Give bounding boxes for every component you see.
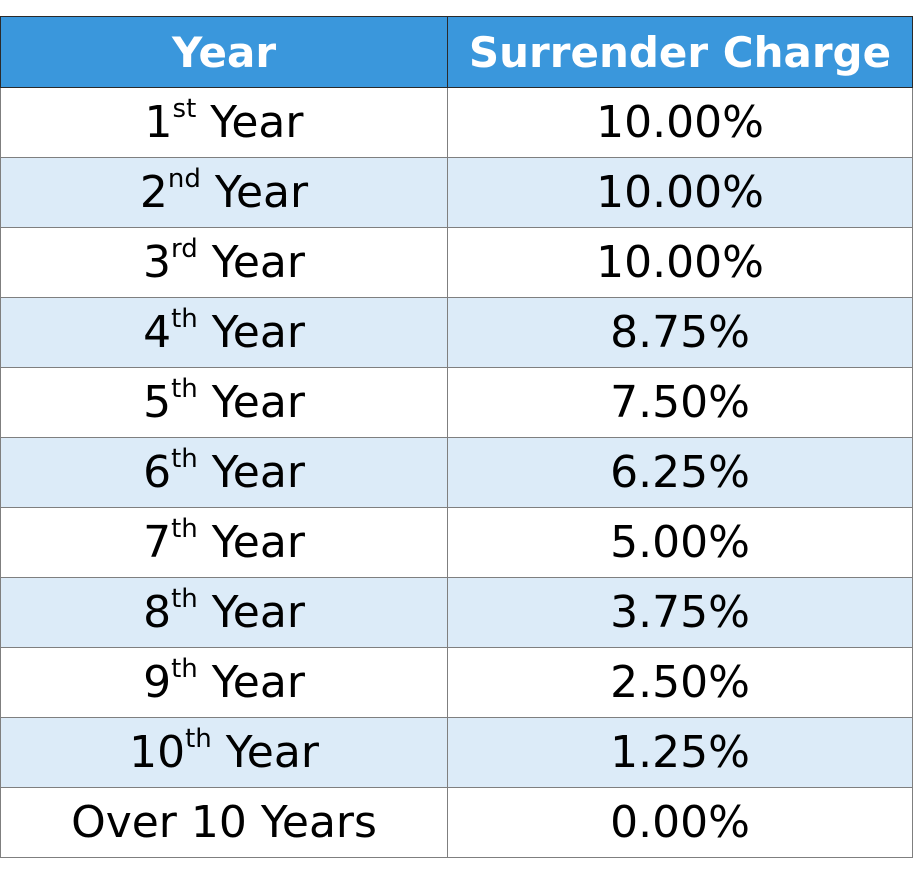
charge-cell: 10.00% [447,87,913,158]
year-number: 7 [143,517,172,568]
charge-cell: 5.00% [447,507,913,578]
year-label: Year [210,97,304,148]
year-cell: 4th Year [0,297,448,368]
year-cell: 7th Year [0,507,448,578]
surrender-charge-table: Year Surrender Charge 1st Year 10.00% 2n… [0,16,913,858]
ordinal-suffix: th [171,514,198,545]
charge-cell: 2.50% [447,647,913,718]
year-label: Year [211,587,305,638]
year-label: Year [211,237,305,288]
table-header-row: Year Surrender Charge [0,16,913,88]
table-row: 10th Year 1.25% [0,717,913,788]
year-label: Year [211,377,305,428]
table-row: 1st Year 10.00% [0,87,913,158]
year-cell: 10th Year [0,717,448,788]
ordinal-suffix: th [171,374,198,405]
charge-cell: 10.00% [447,227,913,298]
ordinal-suffix: th [171,444,198,475]
charge-cell: 3.75% [447,577,913,648]
table-row: 6th Year 6.25% [0,437,913,508]
year-label: Year [211,657,305,708]
year-cell: 9th Year [0,647,448,718]
year-cell: Over 10 Years [0,787,448,858]
ordinal-suffix: rd [171,234,198,265]
table-row: 4th Year 8.75% [0,297,913,368]
ordinal-suffix: th [171,654,198,685]
year-number: 2 [139,167,168,218]
year-cell: 5th Year [0,367,448,438]
year-label: Year [225,727,319,778]
year-number: 4 [143,307,172,358]
year-cell: 1st Year [0,87,448,158]
year-number: 1 [144,97,173,148]
charge-cell: 1.25% [447,717,913,788]
table-row: 2nd Year 10.00% [0,157,913,228]
ordinal-suffix: th [171,304,198,335]
year-number: 8 [143,587,172,638]
table-row: 7th Year 5.00% [0,507,913,578]
table-row: 8th Year 3.75% [0,577,913,648]
charge-cell: 0.00% [447,787,913,858]
charge-cell: 8.75% [447,297,913,368]
year-label: Year [211,307,305,358]
year-cell: 6th Year [0,437,448,508]
year-label: Year [211,447,305,498]
year-number: 9 [143,657,172,708]
year-cell: 2nd Year [0,157,448,228]
ordinal-suffix: th [185,724,212,755]
surrender-charge-column-header: Surrender Charge [447,16,913,88]
table-row: Over 10 Years 0.00% [0,787,913,858]
charge-cell: 10.00% [447,157,913,228]
year-label: Year [211,517,305,568]
year-cell: 8th Year [0,577,448,648]
charge-cell: 7.50% [447,367,913,438]
ordinal-suffix: th [171,584,198,615]
year-cell: 3rd Year [0,227,448,298]
year-column-header: Year [0,16,448,88]
ordinal-suffix: st [172,94,197,125]
surrender-charge-table-container: Year Surrender Charge 1st Year 10.00% 2n… [0,16,913,858]
year-number: 10 [129,727,186,778]
year-number: 5 [143,377,172,428]
charge-cell: 6.25% [447,437,913,508]
table-row: 9th Year 2.50% [0,647,913,718]
ordinal-suffix: nd [167,164,201,195]
year-label: Year [214,167,309,218]
table-row: 5th Year 7.50% [0,367,913,438]
year-number: 3 [143,237,172,288]
year-number: 6 [143,447,172,498]
table-row: 3rd Year 10.00% [0,227,913,298]
